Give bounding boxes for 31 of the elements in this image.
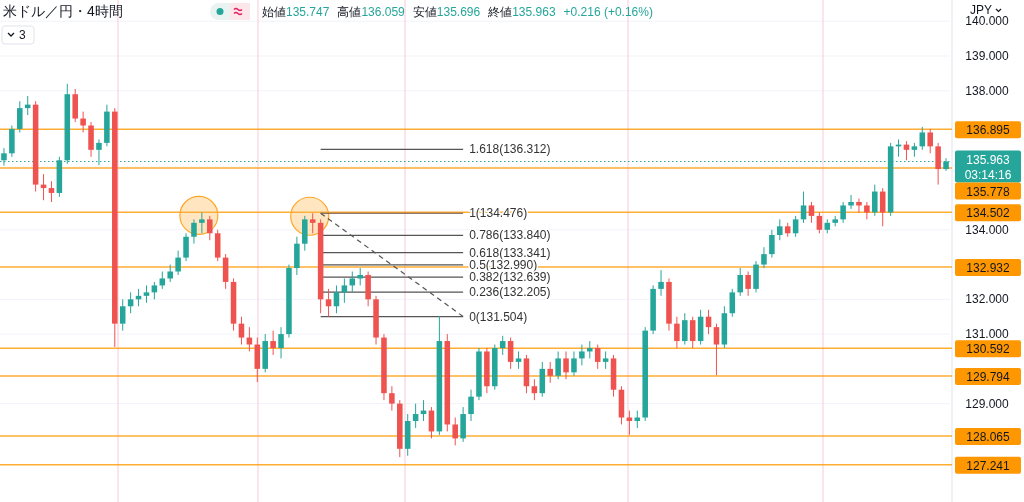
y-tick-label: 140.000: [965, 14, 1010, 29]
series-label: 0.618(133.341): [469, 245, 551, 260]
annotation: +0.216 (+0.16%): [563, 5, 653, 19]
ref-line-label: 132.932: [966, 260, 1011, 275]
ref-line-label: 136.895: [966, 123, 1011, 138]
y-tick-label: 131.000: [965, 327, 1010, 342]
text: 03:14:16: [964, 167, 1012, 182]
ref-line-label: 130.592: [966, 342, 1011, 357]
ref-line-label: 134.502: [966, 206, 1011, 221]
ref-line-label: 135.963: [966, 152, 1011, 167]
text: JPY: [970, 3, 993, 17]
series-label: 0.382(132.639): [469, 270, 551, 285]
annotation: 3: [19, 28, 26, 42]
y-tick-label: 132.000: [965, 292, 1010, 307]
series-label: 1.618(136.312): [469, 142, 551, 157]
ref-line-label: 128.065: [966, 430, 1011, 445]
y-tick-label: 129.000: [965, 396, 1010, 411]
ref-line-label: 127.241: [966, 458, 1011, 473]
chart-title: 米ドル／円・4時間: [3, 3, 123, 19]
series-label: 0.786(133.840): [469, 228, 551, 243]
ref-line-label: 135.778: [966, 184, 1011, 199]
y-tick-label: 134.000: [965, 222, 1010, 237]
annotation: 始値135.747: [262, 5, 330, 19]
ref-line-label: 129.794: [966, 370, 1011, 385]
series-label: 0.236(132.205): [469, 285, 551, 300]
y-tick-label: 139.000: [965, 48, 1010, 63]
y-tick-label: 138.000: [965, 83, 1010, 98]
annotation: 安値135.696: [412, 5, 481, 19]
series-label: 0(131.504): [469, 309, 528, 324]
annotation: 高値136.059: [337, 5, 406, 19]
annotation: 終値135.963: [487, 5, 556, 19]
